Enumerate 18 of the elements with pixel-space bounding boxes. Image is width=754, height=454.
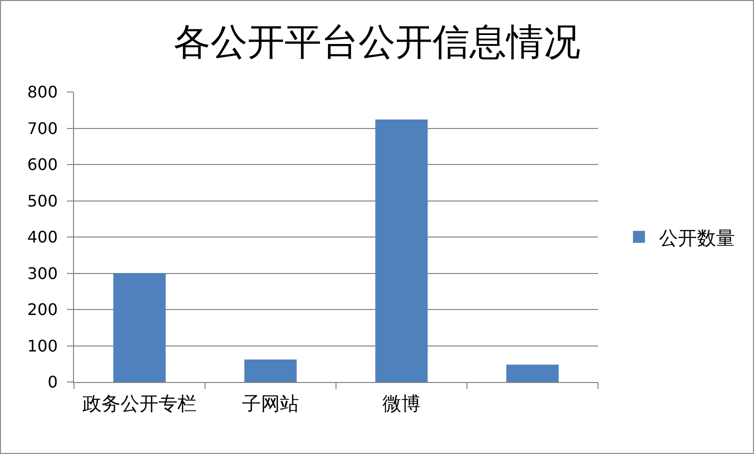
y-tick-label: 200 bbox=[27, 300, 58, 320]
y-tick-label: 400 bbox=[27, 228, 58, 247]
bar bbox=[506, 364, 559, 382]
x-tick-label: 子网站 bbox=[242, 392, 299, 415]
legend-label: 公开数量 bbox=[658, 227, 735, 250]
y-tick-label: 800 bbox=[27, 82, 58, 102]
y-tick-label: 500 bbox=[27, 191, 58, 210]
bar bbox=[375, 120, 428, 382]
bar bbox=[113, 273, 166, 382]
y-tick-label: 600 bbox=[27, 155, 58, 174]
y-tick-label: 0 bbox=[48, 372, 58, 392]
chart-title: 各公开平台公开信息情况 bbox=[174, 20, 580, 64]
y-tick-label: 100 bbox=[27, 336, 58, 356]
y-tick-label: 700 bbox=[27, 118, 58, 138]
x-tick-label: 政务公开专栏 bbox=[82, 392, 196, 415]
x-tick-label: 微博 bbox=[382, 392, 420, 415]
bar bbox=[244, 360, 297, 382]
y-tick-label: 300 bbox=[27, 264, 58, 283]
